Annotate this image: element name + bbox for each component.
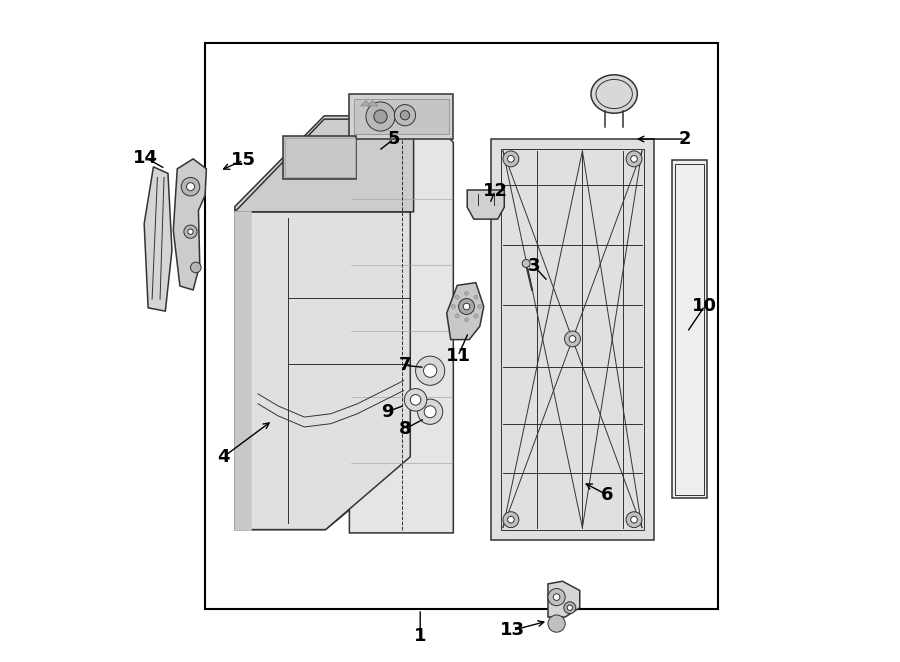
Text: 7: 7 [399,356,411,375]
Circle shape [394,105,416,126]
Text: 15: 15 [231,151,256,169]
Circle shape [554,594,560,600]
Circle shape [478,305,482,308]
Circle shape [366,102,395,131]
Polygon shape [671,160,706,498]
Circle shape [400,111,410,120]
Polygon shape [548,581,580,617]
Polygon shape [235,116,414,530]
Circle shape [188,229,194,234]
Polygon shape [361,101,371,106]
Circle shape [459,299,474,314]
Circle shape [374,110,387,123]
Circle shape [181,177,200,196]
Polygon shape [467,190,504,219]
Polygon shape [174,159,206,290]
Polygon shape [446,283,484,340]
Text: 1: 1 [414,626,427,645]
Circle shape [474,295,478,299]
Circle shape [631,156,637,162]
Polygon shape [144,167,172,311]
Text: 8: 8 [399,420,411,438]
Text: 2: 2 [679,130,691,148]
Circle shape [184,225,197,238]
Circle shape [567,605,572,610]
Text: 3: 3 [527,257,540,275]
Circle shape [564,602,576,614]
Text: 5: 5 [388,130,400,148]
Circle shape [503,151,518,167]
Text: 4: 4 [217,448,230,466]
Circle shape [626,151,642,167]
Circle shape [451,305,455,308]
Polygon shape [354,99,449,134]
Circle shape [508,156,514,162]
Circle shape [464,291,469,295]
Circle shape [548,615,565,632]
Polygon shape [284,138,355,177]
Circle shape [418,399,443,424]
Text: 6: 6 [601,486,614,504]
Text: 13: 13 [500,621,526,639]
Polygon shape [367,101,378,106]
Circle shape [191,262,201,273]
Ellipse shape [591,75,637,113]
Circle shape [522,260,530,267]
Polygon shape [235,212,410,530]
Text: 12: 12 [482,181,508,200]
Circle shape [569,336,576,342]
Circle shape [464,303,470,310]
Circle shape [503,512,518,528]
Circle shape [455,295,459,299]
Circle shape [474,314,478,318]
Circle shape [626,512,642,528]
Circle shape [455,314,459,318]
Circle shape [424,406,436,418]
Circle shape [186,183,194,191]
Bar [205,43,718,609]
Polygon shape [349,94,454,139]
Text: 9: 9 [381,402,393,421]
Text: 11: 11 [446,347,471,365]
Circle shape [508,516,514,523]
Polygon shape [235,119,414,212]
Circle shape [404,389,427,411]
Circle shape [631,516,637,523]
Text: 14: 14 [133,148,158,167]
Polygon shape [349,132,454,533]
Circle shape [424,364,436,377]
Circle shape [548,589,565,606]
Polygon shape [235,212,251,530]
Polygon shape [491,139,654,540]
Circle shape [416,356,445,385]
Circle shape [564,331,580,347]
Circle shape [410,395,421,405]
Polygon shape [284,136,356,179]
Text: 10: 10 [692,297,717,315]
Circle shape [464,318,469,322]
